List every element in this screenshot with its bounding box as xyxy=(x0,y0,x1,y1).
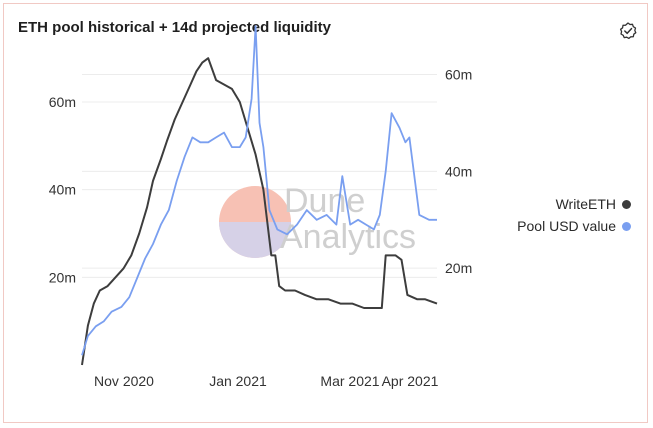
series-line-pool-usd[interactable] xyxy=(81,25,437,356)
watermark-logo-bottom xyxy=(219,222,291,258)
chart-title: ETH pool historical + 14d projected liqu… xyxy=(18,19,331,36)
series-lines xyxy=(81,25,438,366)
legend-item-pool-usd[interactable]: Pool USD value xyxy=(517,218,631,234)
chart-card: ETH pool historical + 14d projected liqu… xyxy=(3,3,648,423)
watermark-line1: Dune xyxy=(284,182,365,220)
legend-dot-writeeth xyxy=(622,199,631,209)
legend-label-pool-usd: Pool USD value xyxy=(517,218,616,234)
dune-watermark: Dune Analytics xyxy=(219,182,416,258)
legend-item-writeeth[interactable]: WriteETH xyxy=(556,196,631,212)
series-line-writeeth[interactable] xyxy=(81,57,438,366)
axis-labels: 20m 40m 60m 20m 40m 60m Nov 2020 Jan 2021 Mar 20… xyxy=(49,67,472,390)
y-left-tick-label: 60m xyxy=(49,94,76,110)
legend-dot-pool-usd xyxy=(622,221,631,231)
y-left-tick-label: 40m xyxy=(49,182,76,198)
y-right-tick-label: 20m xyxy=(445,260,472,276)
y-left-tick-label: 20m xyxy=(49,269,76,285)
x-tick-label: Mar 2021 xyxy=(320,373,379,389)
watermark-line2: Analytics xyxy=(280,218,416,256)
x-tick-label: Jan 2021 xyxy=(209,373,267,389)
legend-label-writeeth: WriteETH xyxy=(555,196,616,212)
y-right-tick-label: 60m xyxy=(445,67,472,83)
x-tick-label: Apr 2021 xyxy=(382,373,439,389)
y-right-tick-label: 40m xyxy=(445,163,472,179)
check-badge-icon[interactable] xyxy=(618,21,638,41)
x-tick-label: Nov 2020 xyxy=(94,373,154,389)
